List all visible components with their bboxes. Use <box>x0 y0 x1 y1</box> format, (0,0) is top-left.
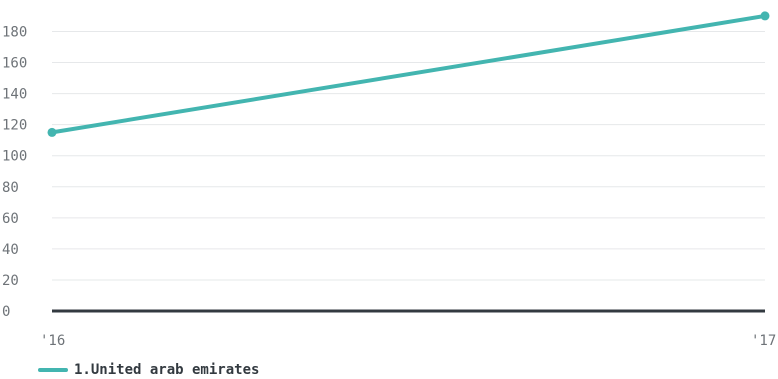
y-tick-label: 140 <box>2 87 27 103</box>
series-line <box>50 13 767 135</box>
legend-swatch <box>38 368 68 372</box>
legend-label: 1.United arab emirates <box>74 362 260 378</box>
data-point <box>760 11 770 21</box>
x-tick-label: '17 <box>751 333 776 349</box>
series-lines <box>50 13 767 135</box>
y-tick-label: 40 <box>2 242 19 258</box>
data-point <box>47 127 57 137</box>
y-axis-ticks: 0 20 40 60 80 100 120 140 160 180 <box>2 24 27 320</box>
y-tick-label: 20 <box>2 273 19 289</box>
legend: 1.United arab emirates <box>38 362 259 378</box>
y-tick-label: 100 <box>2 149 27 165</box>
y-tick-label: 80 <box>2 180 19 196</box>
y-tick-label: 160 <box>2 56 27 72</box>
y-tick-label: 60 <box>2 211 19 227</box>
y-tick-label: 120 <box>2 118 27 134</box>
x-tick-label: '16 <box>40 333 65 349</box>
x-axis-ticks: '16 '17 <box>40 333 776 349</box>
y-gridlines <box>52 30 765 281</box>
series-points <box>47 11 770 137</box>
y-tick-label: 180 <box>2 24 27 40</box>
y-tick-label: 0 <box>2 304 10 320</box>
